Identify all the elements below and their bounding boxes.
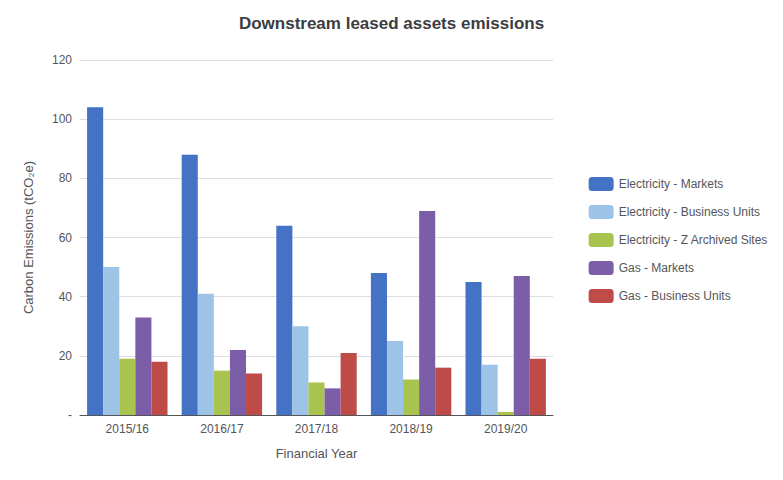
svg-text:Downstream leased assets emiss: Downstream leased assets emissions [239,14,544,33]
svg-text:Electricity - Z Archived Sites: Electricity - Z Archived Sites [619,233,768,247]
svg-text:2016/17: 2016/17 [200,422,244,436]
svg-text:2018/19: 2018/19 [389,422,433,436]
svg-text:Gas - Markets: Gas - Markets [619,261,694,275]
svg-text:2015/16: 2015/16 [106,422,150,436]
svg-text:100: 100 [52,112,72,126]
svg-text:40: 40 [59,290,73,304]
svg-text:120: 120 [52,53,72,67]
svg-text:60: 60 [59,231,73,245]
svg-text:20: 20 [59,349,73,363]
svg-text:Carbon Emissions (tCO₂e): Carbon Emissions (tCO₂e) [21,161,36,314]
svg-text:Electricity - Markets: Electricity - Markets [619,177,724,191]
svg-text:Electricity - Business Units: Electricity - Business Units [619,205,760,219]
svg-text:Gas - Business Units: Gas - Business Units [619,289,731,303]
svg-text:2017/18: 2017/18 [295,422,339,436]
svg-text:-: - [68,408,72,422]
svg-text:Financial Year: Financial Year [276,446,358,461]
svg-text:80: 80 [59,171,73,185]
svg-text:2019/20: 2019/20 [484,422,528,436]
